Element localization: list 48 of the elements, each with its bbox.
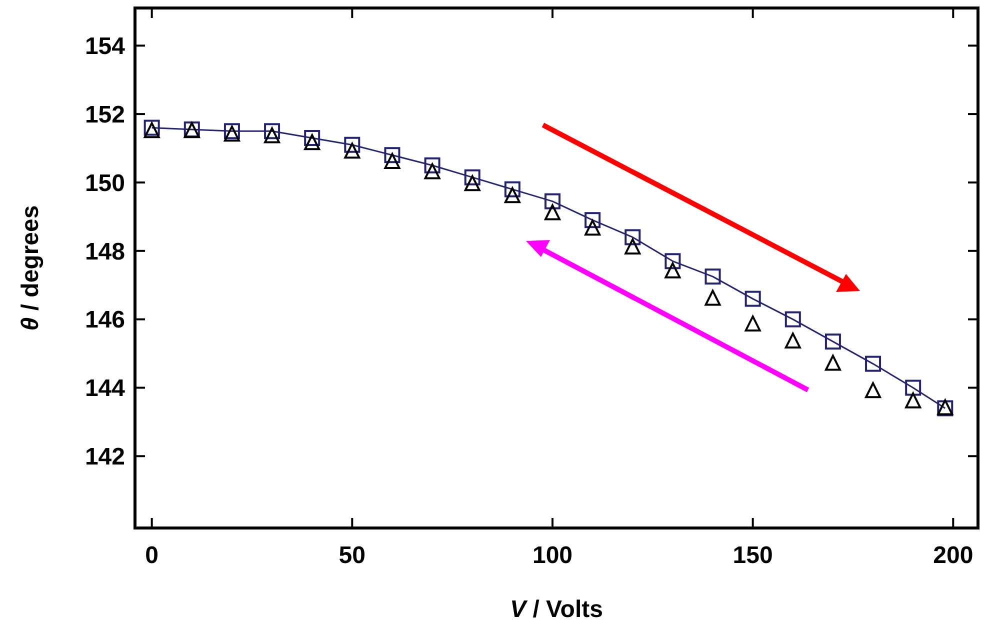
point (905, 380, 922, 396)
point (704, 268, 721, 285)
point (464, 169, 480, 186)
y-tick-label: 142 (84, 444, 125, 471)
point (744, 290, 761, 307)
point (865, 382, 882, 398)
point (304, 134, 320, 150)
point (384, 147, 400, 164)
point (304, 130, 320, 146)
point (504, 187, 520, 204)
point (624, 238, 641, 254)
point (424, 163, 440, 180)
x-tick-label: 100 (532, 542, 573, 569)
point (664, 253, 681, 270)
point (744, 315, 761, 332)
point (704, 290, 721, 306)
x-tick-label: 50 (338, 542, 366, 569)
point (344, 142, 360, 159)
y-tick-label: 154 (84, 33, 126, 60)
point (264, 127, 280, 144)
point (865, 356, 882, 372)
point (344, 136, 360, 153)
y-tick-label: 152 (84, 101, 125, 128)
point (905, 392, 922, 408)
y-axis-title: θ / degrees (17, 205, 44, 331)
point (784, 311, 801, 328)
point (424, 157, 440, 174)
point (544, 193, 560, 210)
x-axis-title: V / Volts (510, 596, 603, 623)
y-tick-label: 148 (84, 238, 125, 266)
point (264, 123, 280, 140)
point (784, 332, 801, 349)
x-tick-label: 200 (933, 542, 974, 569)
y-tick-label: 146 (84, 306, 125, 334)
x-tick-label: 0 (145, 542, 159, 569)
point (384, 152, 400, 169)
point (824, 334, 841, 350)
point (664, 262, 681, 278)
point (544, 204, 560, 220)
point (624, 229, 641, 246)
point (504, 181, 520, 198)
point (464, 175, 480, 192)
point (584, 212, 601, 228)
y-tick-label: 150 (84, 170, 125, 197)
x-tick-label: 150 (732, 542, 773, 569)
point (824, 354, 841, 371)
y-tick-label: 144 (84, 375, 126, 402)
point (584, 220, 601, 236)
